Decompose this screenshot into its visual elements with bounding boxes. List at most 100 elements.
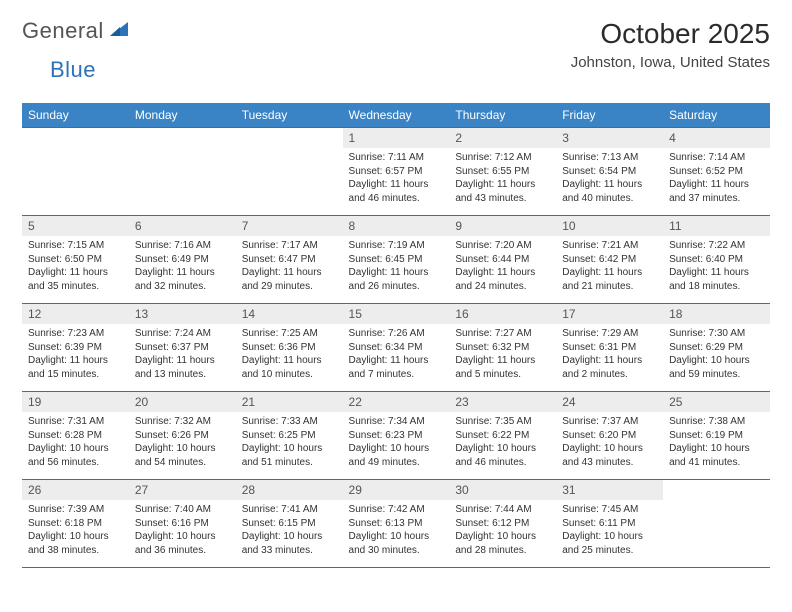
day-number: 19 [22,392,129,412]
calendar-week-row: 5Sunrise: 7:15 AMSunset: 6:50 PMDaylight… [22,216,770,304]
calendar-cell: 9Sunrise: 7:20 AMSunset: 6:44 PMDaylight… [449,216,556,304]
day-number: 27 [129,480,236,500]
day-number: 23 [449,392,556,412]
calendar-cell: 1Sunrise: 7:11 AMSunset: 6:57 PMDaylight… [343,128,450,216]
weekday-header: Tuesday [236,103,343,128]
day-details: Sunrise: 7:37 AMSunset: 6:20 PMDaylight:… [556,412,663,473]
calendar-cell: 27Sunrise: 7:40 AMSunset: 6:16 PMDayligh… [129,480,236,568]
day-details: Sunrise: 7:19 AMSunset: 6:45 PMDaylight:… [343,236,450,297]
calendar-cell: 11Sunrise: 7:22 AMSunset: 6:40 PMDayligh… [663,216,770,304]
day-number: 30 [449,480,556,500]
day-details: Sunrise: 7:31 AMSunset: 6:28 PMDaylight:… [22,412,129,473]
calendar-cell: 15Sunrise: 7:26 AMSunset: 6:34 PMDayligh… [343,304,450,392]
day-details: Sunrise: 7:33 AMSunset: 6:25 PMDaylight:… [236,412,343,473]
calendar-cell: 19Sunrise: 7:31 AMSunset: 6:28 PMDayligh… [22,392,129,480]
day-details: Sunrise: 7:42 AMSunset: 6:13 PMDaylight:… [343,500,450,561]
weekday-header: Sunday [22,103,129,128]
calendar-cell: 8Sunrise: 7:19 AMSunset: 6:45 PMDaylight… [343,216,450,304]
calendar-week-row: 26Sunrise: 7:39 AMSunset: 6:18 PMDayligh… [22,480,770,568]
day-number: 2 [449,128,556,148]
day-details: Sunrise: 7:29 AMSunset: 6:31 PMDaylight:… [556,324,663,385]
day-number: 5 [22,216,129,236]
day-details: Sunrise: 7:16 AMSunset: 6:49 PMDaylight:… [129,236,236,297]
day-details: Sunrise: 7:41 AMSunset: 6:15 PMDaylight:… [236,500,343,561]
day-number: 21 [236,392,343,412]
day-number: 28 [236,480,343,500]
calendar-cell: 7Sunrise: 7:17 AMSunset: 6:47 PMDaylight… [236,216,343,304]
day-number: 31 [556,480,663,500]
calendar-cell: 14Sunrise: 7:25 AMSunset: 6:36 PMDayligh… [236,304,343,392]
calendar-cell: 20Sunrise: 7:32 AMSunset: 6:26 PMDayligh… [129,392,236,480]
calendar-cell [663,480,770,568]
day-details: Sunrise: 7:27 AMSunset: 6:32 PMDaylight:… [449,324,556,385]
day-number: 14 [236,304,343,324]
day-number: 17 [556,304,663,324]
day-number: 9 [449,216,556,236]
calendar-week-row: 12Sunrise: 7:23 AMSunset: 6:39 PMDayligh… [22,304,770,392]
day-number: 3 [556,128,663,148]
calendar-cell [236,128,343,216]
day-details: Sunrise: 7:26 AMSunset: 6:34 PMDaylight:… [343,324,450,385]
day-number: 15 [343,304,450,324]
day-details: Sunrise: 7:17 AMSunset: 6:47 PMDaylight:… [236,236,343,297]
calendar-cell: 12Sunrise: 7:23 AMSunset: 6:39 PMDayligh… [22,304,129,392]
weekday-header: Wednesday [343,103,450,128]
calendar-cell: 23Sunrise: 7:35 AMSunset: 6:22 PMDayligh… [449,392,556,480]
day-details: Sunrise: 7:14 AMSunset: 6:52 PMDaylight:… [663,148,770,209]
day-number: 16 [449,304,556,324]
logo-text-2: Blue [50,57,96,82]
calendar-cell: 13Sunrise: 7:24 AMSunset: 6:37 PMDayligh… [129,304,236,392]
calendar-cell: 29Sunrise: 7:42 AMSunset: 6:13 PMDayligh… [343,480,450,568]
month-title: October 2025 [571,18,770,50]
day-details: Sunrise: 7:24 AMSunset: 6:37 PMDaylight:… [129,324,236,385]
day-number: 29 [343,480,450,500]
calendar-cell: 18Sunrise: 7:30 AMSunset: 6:29 PMDayligh… [663,304,770,392]
weekday-header: Monday [129,103,236,128]
sail-icon [108,20,130,43]
day-details: Sunrise: 7:22 AMSunset: 6:40 PMDaylight:… [663,236,770,297]
day-number: 18 [663,304,770,324]
day-number: 12 [22,304,129,324]
calendar-cell [22,128,129,216]
day-number: 7 [236,216,343,236]
calendar-cell: 31Sunrise: 7:45 AMSunset: 6:11 PMDayligh… [556,480,663,568]
day-number: 10 [556,216,663,236]
calendar-cell: 24Sunrise: 7:37 AMSunset: 6:20 PMDayligh… [556,392,663,480]
day-details: Sunrise: 7:20 AMSunset: 6:44 PMDaylight:… [449,236,556,297]
calendar-cell: 22Sunrise: 7:34 AMSunset: 6:23 PMDayligh… [343,392,450,480]
day-details: Sunrise: 7:15 AMSunset: 6:50 PMDaylight:… [22,236,129,297]
day-details: Sunrise: 7:40 AMSunset: 6:16 PMDaylight:… [129,500,236,561]
calendar-week-row: 19Sunrise: 7:31 AMSunset: 6:28 PMDayligh… [22,392,770,480]
calendar-cell: 21Sunrise: 7:33 AMSunset: 6:25 PMDayligh… [236,392,343,480]
day-number: 1 [343,128,450,148]
calendar-week-row: 1Sunrise: 7:11 AMSunset: 6:57 PMDaylight… [22,128,770,216]
day-details: Sunrise: 7:45 AMSunset: 6:11 PMDaylight:… [556,500,663,561]
day-details: Sunrise: 7:13 AMSunset: 6:54 PMDaylight:… [556,148,663,209]
day-number: 8 [343,216,450,236]
calendar-cell: 25Sunrise: 7:38 AMSunset: 6:19 PMDayligh… [663,392,770,480]
calendar-table: Sunday Monday Tuesday Wednesday Thursday… [22,103,770,568]
logo-text-1: General [22,18,104,44]
logo: General [22,18,132,44]
weekday-header: Friday [556,103,663,128]
calendar-cell [129,128,236,216]
day-number: 25 [663,392,770,412]
calendar-cell: 2Sunrise: 7:12 AMSunset: 6:55 PMDaylight… [449,128,556,216]
day-details: Sunrise: 7:25 AMSunset: 6:36 PMDaylight:… [236,324,343,385]
day-number: 11 [663,216,770,236]
day-number: 22 [343,392,450,412]
day-number: 20 [129,392,236,412]
calendar-cell: 30Sunrise: 7:44 AMSunset: 6:12 PMDayligh… [449,480,556,568]
day-details: Sunrise: 7:39 AMSunset: 6:18 PMDaylight:… [22,500,129,561]
calendar-cell: 17Sunrise: 7:29 AMSunset: 6:31 PMDayligh… [556,304,663,392]
calendar-cell: 10Sunrise: 7:21 AMSunset: 6:42 PMDayligh… [556,216,663,304]
calendar-cell: 26Sunrise: 7:39 AMSunset: 6:18 PMDayligh… [22,480,129,568]
day-details: Sunrise: 7:23 AMSunset: 6:39 PMDaylight:… [22,324,129,385]
day-number: 24 [556,392,663,412]
weekday-header: Thursday [449,103,556,128]
calendar-cell: 5Sunrise: 7:15 AMSunset: 6:50 PMDaylight… [22,216,129,304]
calendar-cell: 3Sunrise: 7:13 AMSunset: 6:54 PMDaylight… [556,128,663,216]
weekday-header: Saturday [663,103,770,128]
weekday-header-row: Sunday Monday Tuesday Wednesday Thursday… [22,103,770,128]
day-details: Sunrise: 7:34 AMSunset: 6:23 PMDaylight:… [343,412,450,473]
